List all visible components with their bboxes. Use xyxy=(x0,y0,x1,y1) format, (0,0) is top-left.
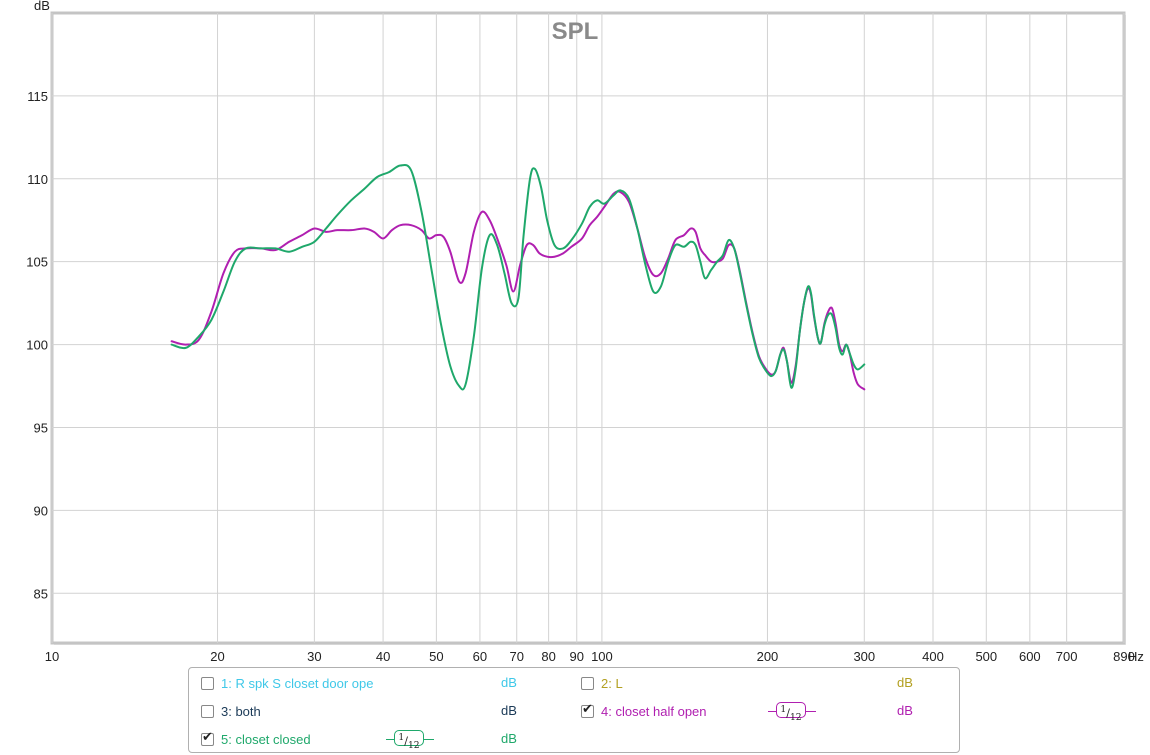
spl-chart: SPL dB Hz 85 90 95 100 105 110 115 10 20 30 40 50 6… xyxy=(26,0,1144,664)
y-tick-label-110: 110 xyxy=(27,172,48,187)
chart-title: SPL xyxy=(552,18,599,45)
legend-label-4: 4: closet half open xyxy=(601,703,707,719)
x-tick-label-10: 10 xyxy=(45,649,59,664)
smoothing-denominator-4: 12 xyxy=(789,711,802,723)
smoothing-badge-5[interactable]: 1/12 xyxy=(386,730,434,751)
x-gridlines xyxy=(51,13,1125,643)
legend-checkbox-4[interactable] xyxy=(581,702,594,718)
legend-unit-3: dB xyxy=(501,703,517,718)
legend-checkbox-1[interactable] xyxy=(201,676,214,690)
legend-panel: 1: R spk S closet door ope dB 2: L dB 3:… xyxy=(188,667,960,753)
x-tick-label-600: 600 xyxy=(1019,649,1041,664)
smoothing-numerator-5: 1 xyxy=(398,732,405,743)
legend-item-5[interactable]: 5: closet closed xyxy=(201,729,311,749)
y-axis-label: dB xyxy=(34,0,50,13)
x-tick-label-90: 90 xyxy=(570,649,584,664)
y-tick-label-95: 95 xyxy=(34,420,48,435)
legend-item-2[interactable]: 2: L xyxy=(581,673,623,693)
y-tick-label-90: 90 xyxy=(34,503,48,518)
legend-label-3: 3: both xyxy=(221,703,261,719)
legend-item-4[interactable]: 4: closet half open xyxy=(581,701,707,721)
x-tick-label-80: 80 xyxy=(541,649,555,664)
x-axis-label: Hz xyxy=(1128,649,1144,664)
y-tick-label-100: 100 xyxy=(26,338,48,353)
legend-unit-4: dB xyxy=(897,703,913,718)
legend-unit-2: dB xyxy=(897,675,913,690)
smoothing-numerator-4: 1 xyxy=(780,704,787,715)
legend-label-2: 2: L xyxy=(601,675,623,691)
x-tick-label-400: 400 xyxy=(922,649,944,664)
legend-checkbox-5[interactable] xyxy=(201,730,214,746)
x-tick-label-70: 70 xyxy=(509,649,523,664)
y-gridlines xyxy=(52,95,1124,594)
smoothing-box-5: 1/12 xyxy=(394,730,424,751)
x-tick-label-30: 30 xyxy=(307,649,321,664)
x-tick-label-700: 700 xyxy=(1056,649,1078,664)
x-tick-label-890: 890 xyxy=(1113,649,1135,664)
legend-unit-5: dB xyxy=(501,731,517,746)
legend-checkbox-3[interactable] xyxy=(201,704,214,718)
y-tick-label-115: 115 xyxy=(27,89,48,104)
x-tick-label-40: 40 xyxy=(376,649,390,664)
legend-label-5: 5: closet closed xyxy=(221,731,311,747)
x-tick-label-20: 20 xyxy=(210,649,224,664)
series-lines xyxy=(170,163,866,391)
legend-unit-1: dB xyxy=(501,675,517,690)
legend-checkbox-2[interactable] xyxy=(581,676,594,690)
y-tick-labels: 85 90 95 100 105 110 115 xyxy=(26,89,48,601)
x-tick-label-60: 60 xyxy=(473,649,487,664)
smoothing-badge-4[interactable]: 1/12 xyxy=(768,702,816,723)
x-tick-label-100: 100 xyxy=(591,649,613,664)
legend-item-3[interactable]: 3: both xyxy=(201,701,261,721)
x-tick-label-500: 500 xyxy=(975,649,997,664)
series-line-5 xyxy=(170,163,866,391)
plot-area xyxy=(50,11,1126,645)
x-tick-label-300: 300 xyxy=(853,649,875,664)
y-tick-label-105: 105 xyxy=(26,255,48,270)
x-tick-label-50: 50 xyxy=(429,649,443,664)
legend-item-1[interactable]: 1: R spk S closet door ope xyxy=(201,673,373,693)
legend-label-1: 1: R spk S closet door ope xyxy=(221,675,374,691)
smoothing-box-4: 1/12 xyxy=(776,702,806,723)
y-tick-label-85: 85 xyxy=(34,586,48,601)
smoothing-denominator-5: 12 xyxy=(407,739,420,751)
x-tick-labels: 10 20 30 40 50 60 70 80 90 100 200 300 400 500 600 700 8… xyxy=(45,649,1135,664)
x-tick-label-200: 200 xyxy=(757,649,779,664)
